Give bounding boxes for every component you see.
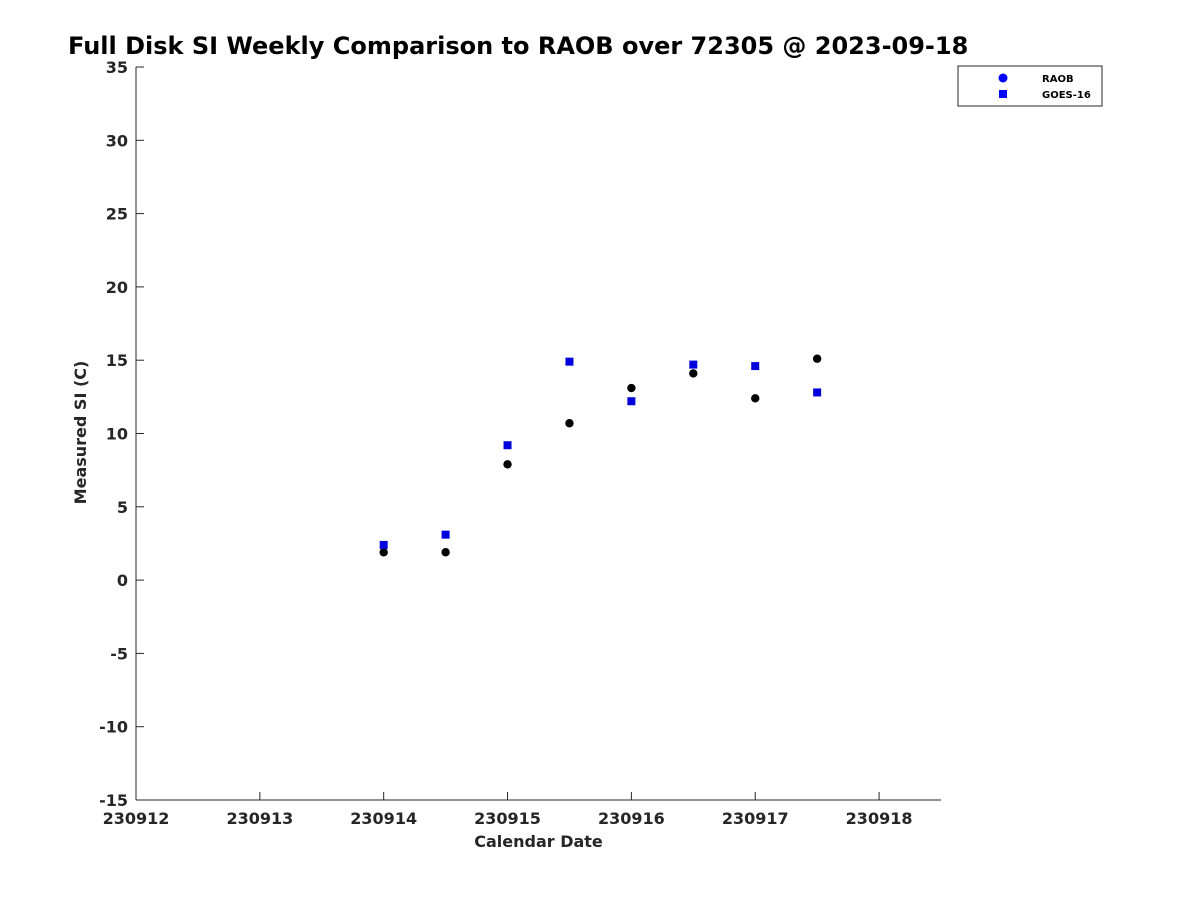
y-tick-label: -10 [99,718,128,737]
legend-marker-goes-16 [999,90,1007,98]
y-ticks: -15 -10 -5 0 5 10 15 20 25 30 35 [99,58,144,810]
goes-16-point [689,360,698,369]
raob-point [503,460,512,469]
raob-point [379,548,388,557]
goes-16-point [627,397,636,406]
y-tick-label: 30 [106,131,128,150]
x-tick-label: 230914 [350,809,417,828]
goes-16-point [813,388,822,397]
x-tick-label: 230918 [846,809,913,828]
goes-16-point [379,540,388,549]
legend-label: GOES-16 [1042,90,1091,101]
y-tick-label: 35 [106,58,128,77]
goes-16-point [441,530,450,539]
raob-point [627,383,636,393]
goes-16-point [565,357,574,366]
legend-box [957,65,1103,107]
y-tick-label: 20 [106,278,128,297]
axes [135,67,941,801]
y-tick-label: 5 [117,498,128,517]
x-ticks: 230912 230913 230914 230915 230916 230917 2309… [103,792,913,828]
x-tick-label: 230915 [474,809,541,828]
y-tick-label: -15 [99,791,128,810]
legend: RAOB GOES-16 [957,65,1103,107]
x-tick-label: 230912 [103,809,170,828]
raob-point [441,548,450,557]
y-axis-label: Measured SI (C) [71,361,90,505]
data-points [379,354,822,557]
x-tick-label: 230916 [598,809,665,828]
x-axis-label: Calendar Date [474,832,603,851]
raob-point [565,419,574,428]
y-tick-label: 15 [106,351,128,370]
y-tick-label: 10 [106,425,128,444]
raob-point [751,394,760,403]
x-tick-label: 230913 [226,809,293,828]
x-tick-label: 230917 [722,809,789,828]
raob-point [812,354,822,363]
y-tick-label: 0 [117,571,128,590]
legend-marker-raob [998,73,1008,83]
raob-point [689,369,698,378]
goes-16-point [751,362,760,371]
legend-label: RAOB [1042,74,1074,85]
y-tick-label: 25 [106,205,128,224]
goes-16-point [503,441,512,450]
chart-title: Full Disk SI Weekly Comparison to RAOB o… [68,32,968,60]
y-tick-label: -5 [110,644,128,663]
